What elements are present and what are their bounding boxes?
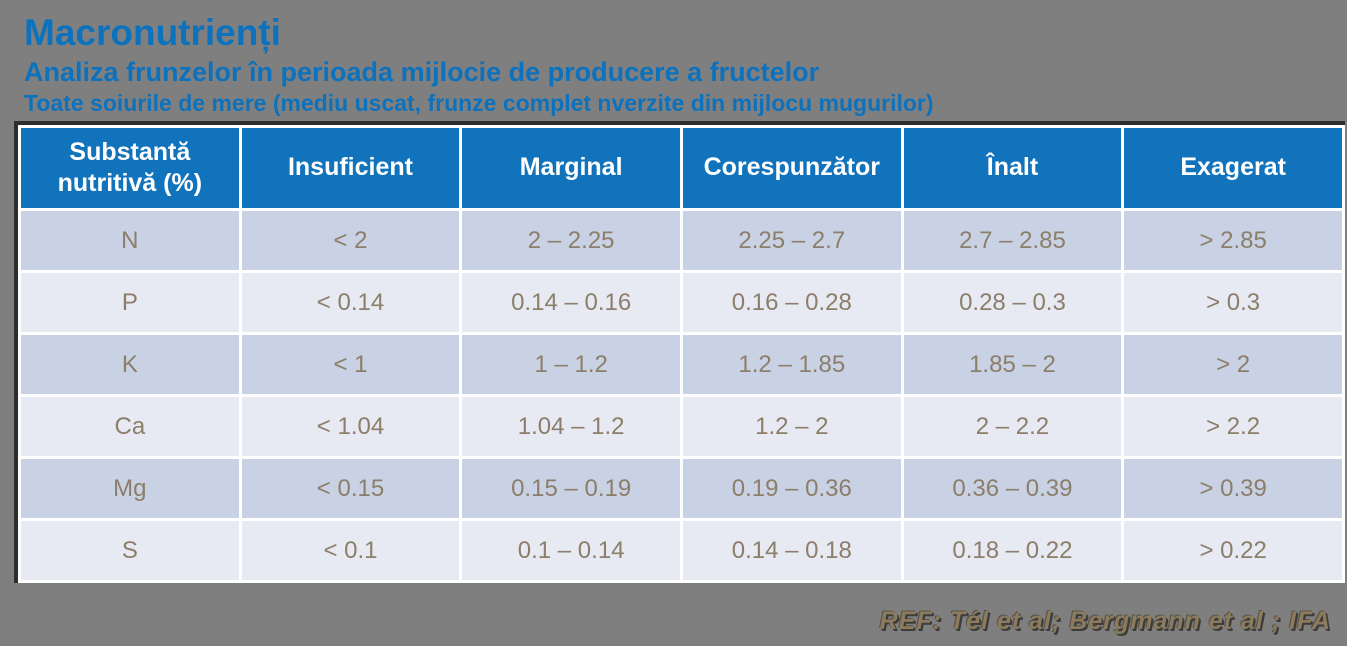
cell-value: 0.16 – 0.28 bbox=[682, 273, 901, 332]
column-header-high: Înalt bbox=[903, 128, 1122, 208]
table-row-p: P < 0.14 0.14 – 0.16 0.16 – 0.28 0.28 – … bbox=[21, 273, 1342, 332]
table-row-n: N < 2 2 – 2.25 2.25 – 2.7 2.7 – 2.85 > 2… bbox=[21, 211, 1342, 270]
nutrient-label: K bbox=[21, 335, 239, 394]
cell-value: 2 – 2.2 bbox=[903, 397, 1122, 456]
nutrient-label: Mg bbox=[21, 459, 239, 518]
cell-value: 1.85 – 2 bbox=[903, 335, 1122, 394]
cell-value: 2 – 2.25 bbox=[462, 211, 680, 270]
column-header-marginal: Marginal bbox=[462, 128, 680, 208]
nutrients-table-container: Substantă nutritivă (%) Insuficient Marg… bbox=[14, 121, 1345, 583]
cell-value: 1.2 – 2 bbox=[682, 397, 901, 456]
nutrient-label: P bbox=[21, 273, 239, 332]
nutrient-label: S bbox=[21, 521, 239, 580]
cell-value: 0.1 – 0.14 bbox=[462, 521, 680, 580]
nutrient-label: Ca bbox=[21, 397, 239, 456]
nutrient-label: N bbox=[21, 211, 239, 270]
column-header-excessive: Exagerat bbox=[1124, 128, 1342, 208]
cell-value: 0.14 – 0.18 bbox=[682, 521, 901, 580]
nutrients-table: Substantă nutritivă (%) Insuficient Marg… bbox=[18, 125, 1345, 583]
cell-value: 1.04 – 1.2 bbox=[462, 397, 680, 456]
cell-value: < 0.14 bbox=[241, 273, 460, 332]
cell-value: < 1 bbox=[241, 335, 460, 394]
page-subtitle-secondary: Toate soiurile de mere (mediu uscat, fru… bbox=[24, 89, 934, 116]
cell-value: > 2 bbox=[1124, 335, 1342, 394]
page-title: Macronutrienți bbox=[24, 12, 281, 53]
page-subtitle: Analiza frunzelor în perioada mijlocie d… bbox=[24, 56, 820, 87]
cell-value: < 1.04 bbox=[241, 397, 460, 456]
cell-value: < 2 bbox=[241, 211, 460, 270]
cell-value: 1.2 – 1.85 bbox=[682, 335, 901, 394]
column-header-nutrient: Substantă nutritivă (%) bbox=[21, 128, 239, 208]
cell-value: 0.15 – 0.19 bbox=[462, 459, 680, 518]
cell-value: < 0.1 bbox=[241, 521, 460, 580]
table-row-ca: Ca < 1.04 1.04 – 1.2 1.2 – 2 2 – 2.2 > 2… bbox=[21, 397, 1342, 456]
cell-value: 0.36 – 0.39 bbox=[903, 459, 1122, 518]
cell-value: 0.28 – 0.3 bbox=[903, 273, 1122, 332]
table-row-k: K < 1 1 – 1.2 1.2 – 1.85 1.85 – 2 > 2 bbox=[21, 335, 1342, 394]
reference-citation: REF: Tél et al; Bergmann et al ; IFA bbox=[879, 607, 1331, 635]
table-row-s: S < 0.1 0.1 – 0.14 0.14 – 0.18 0.18 – 0.… bbox=[21, 521, 1342, 580]
cell-value: < 0.15 bbox=[241, 459, 460, 518]
column-header-insufficient: Insuficient bbox=[241, 128, 460, 208]
cell-value: > 2.2 bbox=[1124, 397, 1342, 456]
cell-value: > 0.22 bbox=[1124, 521, 1342, 580]
cell-value: > 0.39 bbox=[1124, 459, 1342, 518]
column-header-adequate: Corespunzător bbox=[682, 128, 901, 208]
cell-value: 2.7 – 2.85 bbox=[903, 211, 1122, 270]
cell-value: 0.14 – 0.16 bbox=[462, 273, 680, 332]
cell-value: 1 – 1.2 bbox=[462, 335, 680, 394]
cell-value: > 0.3 bbox=[1124, 273, 1342, 332]
title-block: Macronutrienți Analiza frunzelor în peri… bbox=[24, 12, 1324, 116]
cell-value: 2.25 – 2.7 bbox=[682, 211, 901, 270]
cell-value: > 2.85 bbox=[1124, 211, 1342, 270]
cell-value: 0.19 – 0.36 bbox=[682, 459, 901, 518]
cell-value: 0.18 – 0.22 bbox=[903, 521, 1122, 580]
table-row-mg: Mg < 0.15 0.15 – 0.19 0.19 – 0.36 0.36 –… bbox=[21, 459, 1342, 518]
table-header-row: Substantă nutritivă (%) Insuficient Marg… bbox=[21, 128, 1342, 208]
